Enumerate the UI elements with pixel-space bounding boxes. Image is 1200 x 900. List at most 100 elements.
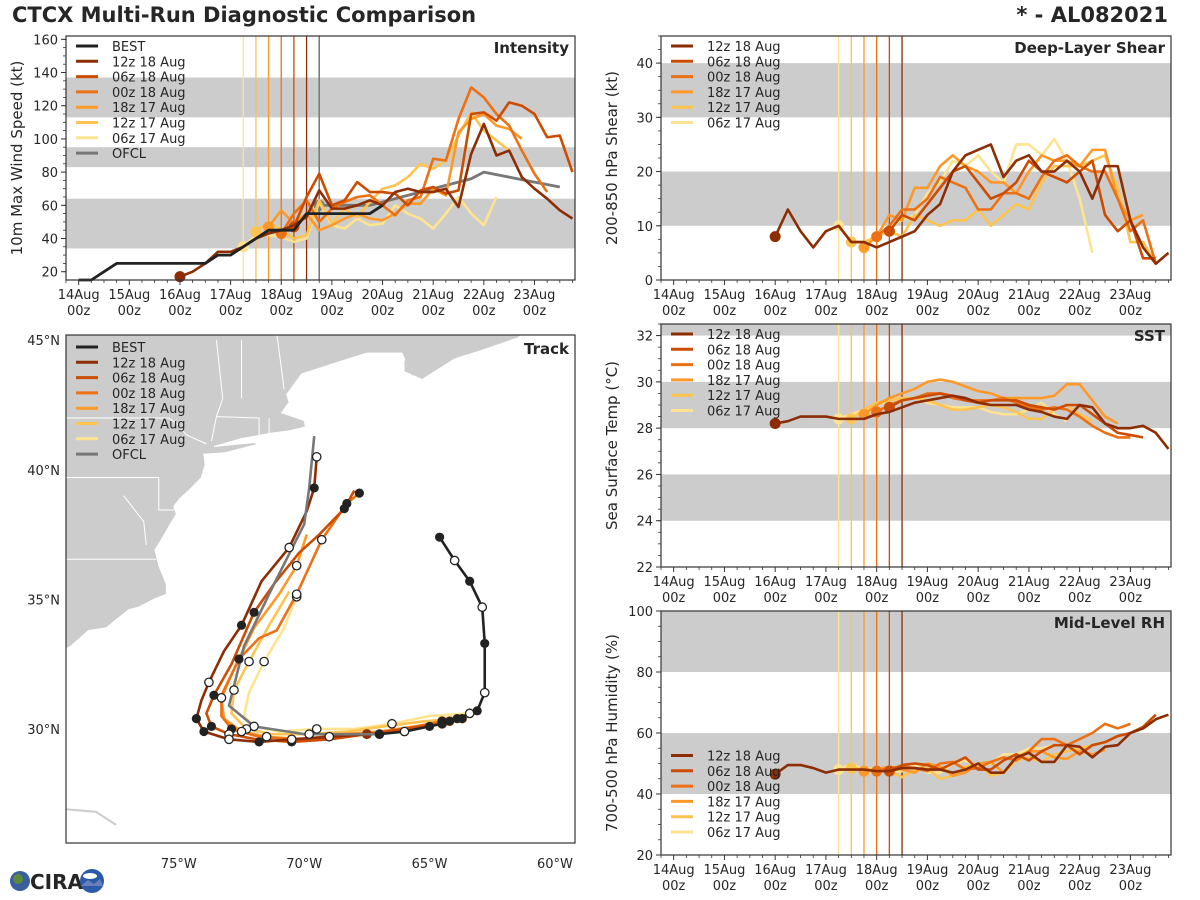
x-tick-hour: 00z — [865, 879, 889, 894]
x-tick-label: 16Aug 00z — [159, 288, 201, 319]
lat-tick-label: 30°N — [27, 723, 60, 738]
x-tick-hour: 00z — [472, 304, 496, 319]
x-tick-date: 21Aug — [1008, 863, 1050, 878]
tracks-layer — [191, 435, 490, 747]
series-line-18z-17-aug — [863, 148, 1144, 249]
x-tick-hour: 00z — [1119, 304, 1143, 319]
x-tick-date: 21Aug — [1008, 288, 1050, 303]
legend-item: 12z 17 Aug — [76, 418, 186, 433]
y-tick-label: 30 — [636, 111, 653, 126]
init-marker — [845, 762, 857, 774]
x-tick-label: 20Aug 00z — [957, 863, 999, 894]
x-tick-date: 20Aug — [957, 288, 999, 303]
x-tick-date: 14Aug — [653, 575, 695, 590]
x-tick-label: 20Aug 00z — [957, 288, 999, 319]
track-line-12z-18-aug — [195, 456, 367, 744]
track-point-filled — [339, 504, 349, 514]
x-tick-hour: 00z — [662, 304, 686, 319]
y-tick-label: 80 — [636, 666, 653, 681]
x-tick-label: 21Aug 00z — [1008, 288, 1050, 319]
legend-label: 18z 17 Aug — [707, 86, 781, 101]
x-tick-label: 15Aug 00z — [703, 288, 745, 319]
x-tick-date: 22Aug — [1059, 575, 1101, 590]
track-point-filled — [445, 716, 455, 726]
legend-item: 12z 18 Aug — [671, 328, 781, 343]
legend-label: 12z 18 Aug — [112, 356, 186, 371]
legend-item: 12z 17 Aug — [671, 101, 781, 116]
x-tick-label: 22Aug 00z — [463, 288, 505, 319]
legend-label: 12z 18 Aug — [707, 40, 781, 55]
track-point-filled — [199, 726, 209, 737]
legend-item: BEST — [76, 341, 145, 356]
x-tick-label: 19Aug 00z — [906, 863, 948, 894]
track-point-filled — [236, 620, 247, 630]
init-marker — [883, 225, 895, 237]
legend-label: 06z 17 Aug — [112, 433, 186, 448]
x-tick-label: 18Aug 00z — [856, 575, 898, 606]
series-line-00z-18-aug — [875, 153, 1158, 265]
x-tick-label: 17Aug 00z — [805, 288, 847, 319]
legend-item: 06z 18 Aug — [671, 343, 781, 358]
y-tick-label: 40 — [636, 57, 653, 72]
legend-item: 18z 17 Aug — [671, 374, 781, 389]
legend-item: 12z 17 Aug — [76, 117, 186, 132]
track-point-open — [324, 731, 335, 742]
x-tick-label: 15Aug 00z — [703, 575, 745, 606]
track-chart: 75°W 70°W 65°W 60°W 30°N 35°N 40°N 45°N Track BES… — [27, 334, 576, 872]
legend-item: 12z 18 Aug — [76, 55, 186, 70]
init-marker — [769, 231, 781, 243]
track-point-open — [399, 726, 410, 737]
x-tick-hour: 00z — [1068, 879, 1092, 894]
series-group — [769, 378, 1170, 450]
land-layer — [66, 335, 521, 826]
legend-item: 06z 17 Aug — [671, 405, 781, 420]
threshold-band — [661, 324, 1171, 336]
x-tick-hour: 00z — [814, 304, 838, 319]
track-point-filled — [437, 719, 447, 729]
legend-label: 12z 17 Aug — [707, 101, 781, 116]
cira-logo-text: CIRA — [30, 870, 84, 894]
track-point-open — [236, 726, 247, 737]
x-tick-hour: 00z — [219, 304, 243, 319]
x-tick-date: 18Aug — [856, 575, 898, 590]
legend-label: 12z 18 Aug — [707, 750, 781, 765]
x-tick-hour: 00z — [1017, 591, 1041, 606]
x-tick-hour: 00z — [1017, 879, 1041, 894]
legend-item: 18z 17 Aug — [76, 402, 186, 417]
x-tick-label: 23Aug 00z — [1109, 863, 1151, 894]
track-point-open — [316, 534, 327, 545]
x-tick-hour: 00z — [713, 879, 737, 894]
x-tick-label: 18Aug 00z — [260, 288, 302, 319]
x-tick-hour: 00z — [916, 879, 940, 894]
track-point-open — [291, 589, 302, 600]
y-axis-label: 700-500 hPa Humidity (%) — [603, 634, 621, 832]
plot-frame — [65, 35, 576, 281]
x-tick-label: 16Aug 00z — [754, 288, 796, 319]
x-tick-hour: 00z — [763, 879, 787, 894]
x-tick-hour: 00z — [270, 304, 294, 319]
series-line-12z-18-aug — [774, 394, 1170, 450]
series-line-12z-17-aug — [255, 111, 510, 240]
legend-label: 06z 18 Aug — [707, 55, 781, 70]
state-border — [210, 340, 224, 442]
x-tick-label: 15Aug 00z — [703, 863, 745, 894]
plot-frame — [660, 323, 1172, 568]
x-tick-date: 22Aug — [1059, 288, 1101, 303]
lat-tick-label: 40°N — [27, 464, 60, 479]
series-line-06z-18-aug — [292, 101, 574, 228]
lat-tick-label: 35°N — [27, 593, 60, 608]
y-tick-label: 22 — [636, 561, 653, 576]
x-tick-label: 22Aug 00z — [1059, 288, 1101, 319]
legend-label: 12z 17 Aug — [112, 117, 186, 132]
x-tick-label: 21Aug 00z — [412, 288, 454, 319]
track-point-filled — [472, 706, 482, 716]
legend-label: 12z 17 Aug — [707, 389, 781, 404]
legend-label: 00z 18 Aug — [112, 86, 186, 101]
x-tick-hour: 00z — [422, 304, 446, 319]
legend-label: 18z 17 Aug — [112, 101, 186, 116]
y-axis-label: 200-850 hPa Shear (kt) — [603, 71, 621, 245]
x-tick-hour: 00z — [966, 591, 990, 606]
y-tick-label: 120 — [33, 100, 58, 115]
track-line-18z-17-aug — [220, 534, 450, 741]
x-tick-hour: 00z — [168, 304, 192, 319]
